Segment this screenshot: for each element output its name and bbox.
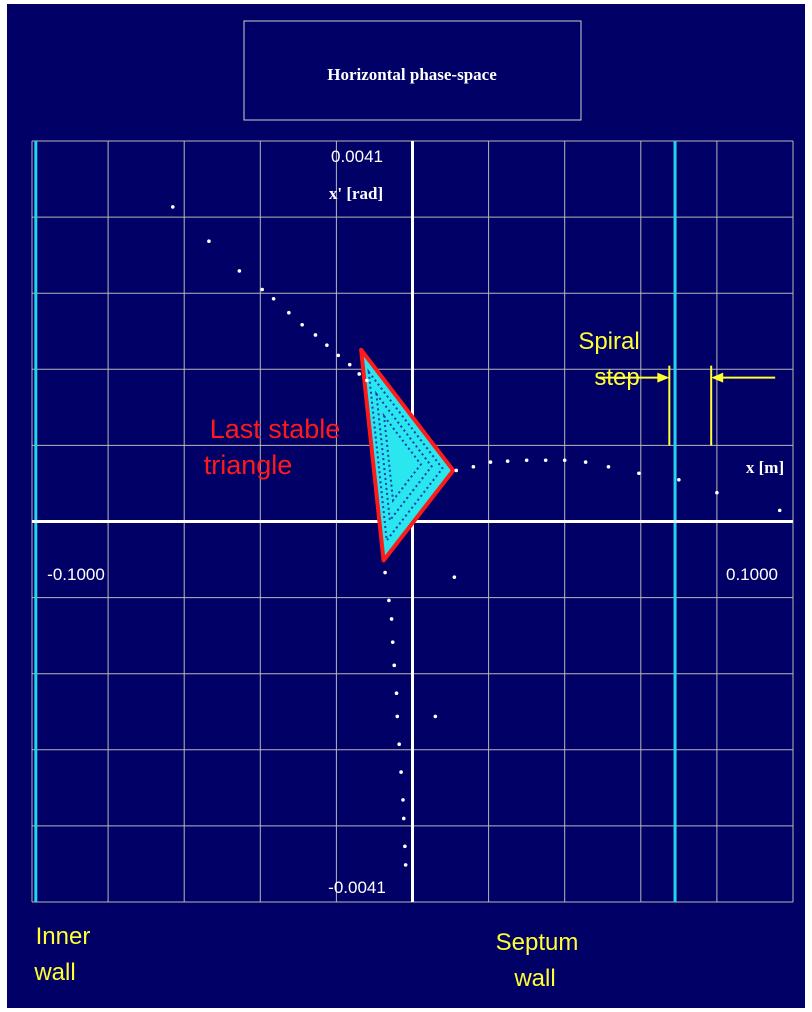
particle-point [677, 477, 681, 482]
particle-point [394, 691, 399, 695]
particle-point [505, 459, 510, 463]
particle-point [365, 378, 369, 383]
y-max-tick-label: 0.0041 [331, 147, 383, 166]
particle-point [524, 458, 529, 463]
y-min-tick-label: -0.0041 [328, 878, 386, 897]
chart-title: Horizontal phase-space [327, 65, 497, 84]
particle-points [170, 205, 782, 867]
septum-wall-label-line2: wall [513, 965, 555, 992]
particle-point [715, 490, 719, 495]
particle-point [403, 844, 407, 849]
particle-point [287, 310, 291, 315]
particle-point [357, 372, 362, 376]
x-axis-label: x [m] [746, 458, 784, 477]
particle-point [313, 333, 318, 337]
particle-point [389, 617, 394, 621]
spiral-step-arrow-left-head [657, 372, 670, 383]
particle-point [433, 714, 438, 719]
particle-point [170, 205, 175, 209]
particle-point [260, 287, 265, 292]
particle-point [271, 296, 276, 301]
triangle-orbit-ring [367, 368, 444, 544]
triangle-orbit-ring [375, 390, 433, 523]
spiral-label-line2: step [594, 364, 639, 391]
inner-wall-label-line1: Inner [36, 923, 91, 950]
particle-point [606, 464, 611, 469]
particle-point [325, 343, 329, 347]
title-box [243, 20, 582, 121]
spiral-step-arrow-right-head [711, 372, 724, 383]
particle-point [397, 742, 401, 747]
particle-point [300, 322, 304, 327]
particle-point [583, 460, 588, 464]
particle-point [336, 353, 341, 358]
particle-point [562, 458, 567, 463]
y-axis-label: x' [rad] [329, 184, 383, 203]
inner-wall-label-line2: wall [33, 959, 75, 986]
particle-point [488, 460, 493, 464]
particle-point [387, 598, 391, 603]
triangle-orbit-ring [382, 412, 423, 503]
septum-wall-label-line1: Septum [496, 929, 579, 956]
particle-point [383, 570, 387, 575]
particle-point [395, 714, 400, 719]
particle-point [471, 464, 476, 469]
particle-point [347, 362, 352, 367]
triangle-layer [359, 347, 456, 563]
triangle-label-line2: triangle [204, 450, 293, 480]
spiral-label-line1: Spiral [578, 328, 639, 355]
particle-point [452, 575, 457, 579]
particle-point [237, 269, 242, 273]
spiral-step-markers [599, 365, 776, 446]
triangle-label-line1: Last stable [210, 414, 341, 444]
particle-point [401, 816, 406, 821]
particle-point [777, 508, 782, 513]
particle-point [207, 239, 211, 244]
particle-point [454, 468, 459, 473]
particle-point [543, 458, 548, 463]
particle-point [392, 663, 397, 668]
x-max-tick-label: 0.1000 [726, 565, 778, 584]
particle-point [637, 471, 641, 476]
particle-point [390, 640, 395, 644]
particle-point [403, 863, 408, 867]
particle-point [401, 798, 405, 802]
particle-point [399, 770, 403, 774]
x-min-tick-label: -0.1000 [47, 565, 105, 584]
